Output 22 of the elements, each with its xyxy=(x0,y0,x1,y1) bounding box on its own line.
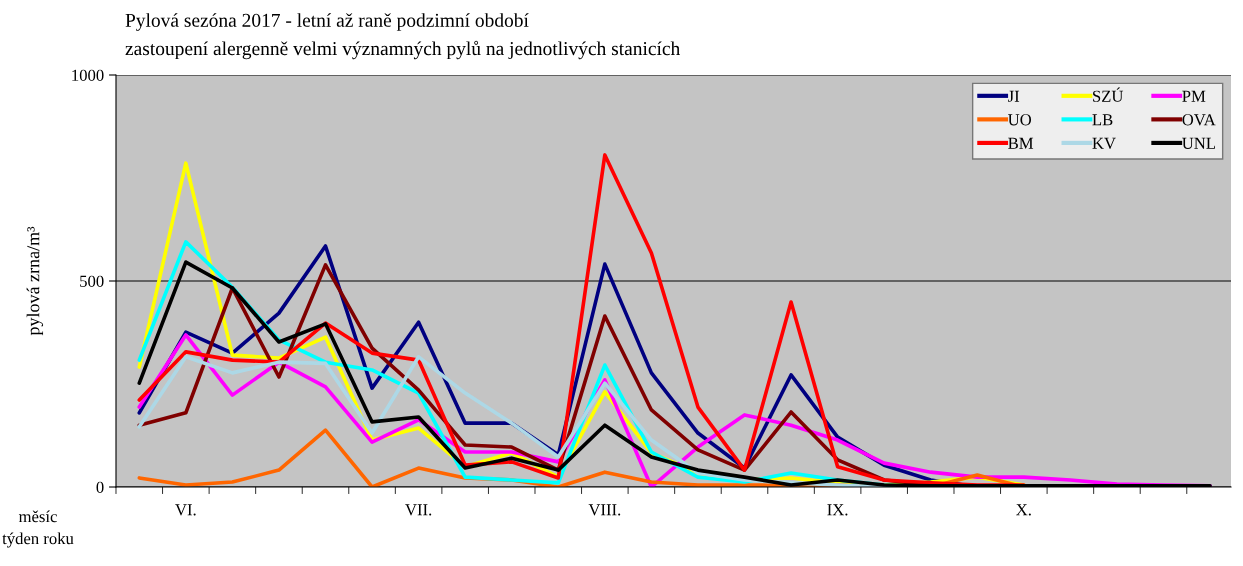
legend-label: UO xyxy=(1008,114,1032,126)
x-tick-label: VIII. xyxy=(588,504,621,516)
x-tick-label: X. xyxy=(1016,504,1031,516)
chart-title: Pylová sezóna 2017 - letní až raně podzimní období xyxy=(125,13,529,31)
legend-label: UNL xyxy=(1182,137,1215,149)
y-tick-label: 0 xyxy=(96,481,104,493)
legend-label: OVA xyxy=(1182,114,1216,126)
text: měsíc xyxy=(18,510,57,523)
text: týden roku xyxy=(2,532,74,548)
chart-subtitle: zastoupení alergenně velmi významných pylů na jednotlivých stanicích xyxy=(125,40,681,60)
legend-label: LB xyxy=(1092,114,1113,126)
legend-label: JI xyxy=(1008,90,1020,102)
x-tick-label: VI. xyxy=(175,504,196,516)
legend-label: KV xyxy=(1092,137,1116,150)
legend-label: BM xyxy=(1008,137,1034,149)
legend-label: SZÚ xyxy=(1093,87,1124,102)
y-tick-label: 500 xyxy=(80,275,104,287)
y-axis-title: pylová zrna/m³ xyxy=(26,226,44,336)
x-tick-label: IX. xyxy=(827,504,848,516)
legend-label: PM xyxy=(1182,90,1206,102)
x-tick-label: VII. xyxy=(405,504,432,516)
y-tick-label: 1000 xyxy=(72,69,104,81)
